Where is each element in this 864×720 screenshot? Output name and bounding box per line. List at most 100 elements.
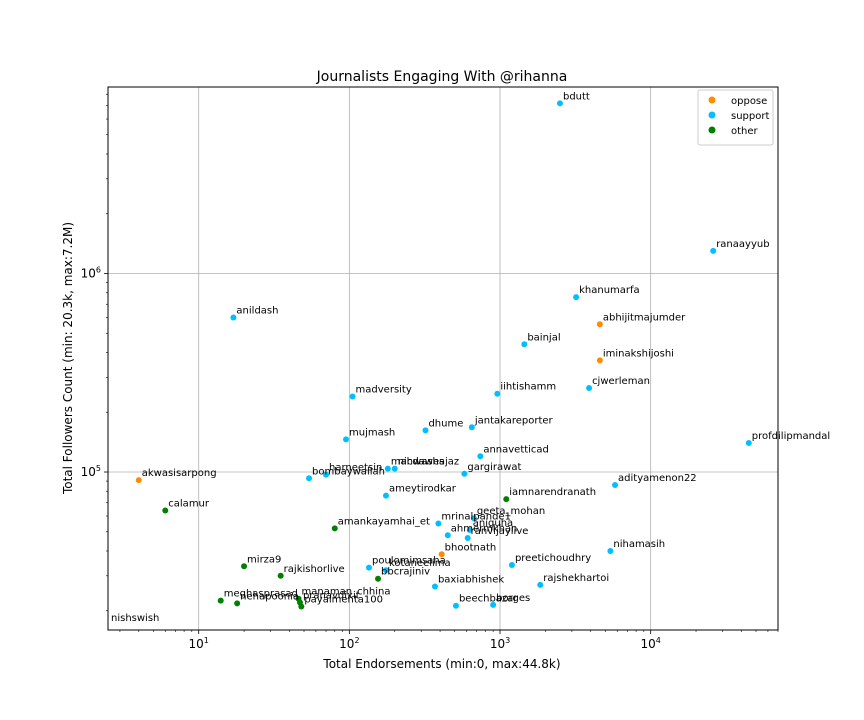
data-point-support (477, 453, 484, 460)
data-point-support (466, 527, 473, 534)
point-label: calamur (168, 498, 210, 509)
data-point-support (444, 532, 451, 539)
data-point-support (365, 564, 372, 571)
point-label: mujmash (349, 427, 395, 438)
point-label: jantakareporter (474, 415, 554, 426)
data-point-other (375, 575, 382, 582)
point-label: gargirawat (467, 462, 521, 473)
data-point-other (298, 603, 305, 610)
data-point-oppose (596, 321, 603, 328)
x-axis-label: Total Endorsements (min:0, max:44.8k) (322, 657, 560, 671)
point-label: manaman_chhina (302, 587, 391, 598)
data-point-support (556, 100, 563, 107)
legend: oppose support other (697, 89, 774, 146)
point-label: mahwashajaz (391, 457, 459, 468)
legend-box (697, 89, 774, 146)
data-point-other (234, 600, 241, 607)
point-label: baxiabhishek (438, 575, 504, 586)
point-label: meghasprasad (224, 589, 298, 600)
point-label: preetichoudhry (515, 553, 591, 564)
point-label: bombaywallah (312, 466, 385, 477)
point-label: bainjal (527, 332, 560, 343)
point-label: mrinalpande1 (441, 512, 511, 523)
point-label: nicdawes (398, 457, 445, 468)
point-label: rajshekhartoi (543, 573, 609, 584)
point-label: harneetsin (329, 463, 382, 474)
point-label: dhume (428, 418, 463, 429)
data-point-support (435, 520, 442, 527)
point-label: aniguha (473, 518, 513, 529)
data-point-support (464, 535, 471, 542)
axis-ticks: 101 102 103 104 105 106 (81, 266, 661, 651)
data-point-support (452, 602, 459, 609)
chart-title: Journalists Engaging With @rihanna (316, 69, 568, 85)
x-tick-label: 104 (640, 636, 660, 651)
data-point-support (745, 440, 752, 447)
data-point-support (537, 581, 544, 588)
legend-label: support (731, 111, 769, 122)
point-label: iminakshijoshi (603, 348, 674, 359)
point-label: profdilipmandal (752, 431, 830, 442)
data-points (135, 100, 752, 610)
data-point-support (384, 465, 391, 472)
data-point-support (490, 601, 497, 608)
point-label: nishswish (111, 613, 159, 624)
x-tick-label: 103 (490, 636, 510, 651)
point-label: bdutt (563, 91, 590, 102)
point-label: nehapoonia (240, 591, 299, 602)
data-point-support (607, 548, 614, 555)
data-point-other (241, 563, 248, 570)
x-tick-label: 102 (339, 636, 359, 651)
y-axis-label: Total Followers Count (min: 20.3k, max:7… (61, 222, 75, 495)
data-point-support (521, 341, 528, 348)
point-label: payalmehta100 (304, 595, 383, 606)
data-point-support (494, 390, 501, 397)
point-label: beechbazar (459, 594, 518, 605)
data-point-other (162, 507, 169, 514)
legend-marker-support (708, 111, 716, 119)
point-label: adityamenon22 (618, 473, 697, 484)
data-point-other (217, 597, 224, 604)
data-point-support (431, 583, 438, 590)
point-label: abhijitmajumder (603, 312, 686, 323)
point-label: mirza9 (247, 554, 281, 565)
data-point-support (230, 314, 237, 321)
data-point-support (343, 436, 350, 443)
point-label: anildash (236, 306, 278, 317)
point-label: bbcrajiniv (381, 567, 430, 578)
data-point-support (461, 470, 468, 477)
point-label: iihtishamm (500, 382, 556, 393)
point-label: geeta_mohan (477, 506, 545, 517)
point-label: borges (496, 593, 530, 604)
point-label: bhootnath (445, 542, 497, 553)
data-point-other (331, 525, 338, 532)
data-point-support (573, 294, 580, 301)
point-label: pranavdixit (303, 591, 360, 602)
plot-frame (107, 86, 779, 631)
data-point-other (503, 496, 510, 503)
data-point-support (422, 427, 429, 434)
data-point-support (468, 424, 475, 431)
data-point-oppose (438, 551, 445, 558)
point-label: kotaneelima (389, 558, 451, 569)
data-point-support (323, 471, 330, 478)
data-point-oppose (135, 477, 142, 484)
point-label: cjwerleman (592, 376, 650, 387)
point-label: ahmermkhan (451, 523, 518, 534)
data-point-support (612, 482, 619, 489)
data-point-support (470, 515, 477, 522)
point-label: annavetticad (483, 444, 549, 455)
data-point-support (508, 562, 515, 569)
point-label: ranvijaylive (471, 526, 529, 537)
point-label: iamnarendranath (509, 487, 596, 498)
point-label: poulomimsaha (372, 556, 446, 567)
data-point-support (306, 475, 313, 482)
y-tick-label: 105 (81, 464, 101, 479)
legend-marker-other (708, 126, 716, 134)
point-label: ranaayyub (716, 239, 769, 250)
point-label: akwasisarpong (142, 468, 217, 479)
legend-label: other (731, 126, 759, 137)
data-point-support (349, 393, 356, 400)
point-labels: akwasisarpong abhijitmajumder iminakshijos… (111, 91, 830, 623)
